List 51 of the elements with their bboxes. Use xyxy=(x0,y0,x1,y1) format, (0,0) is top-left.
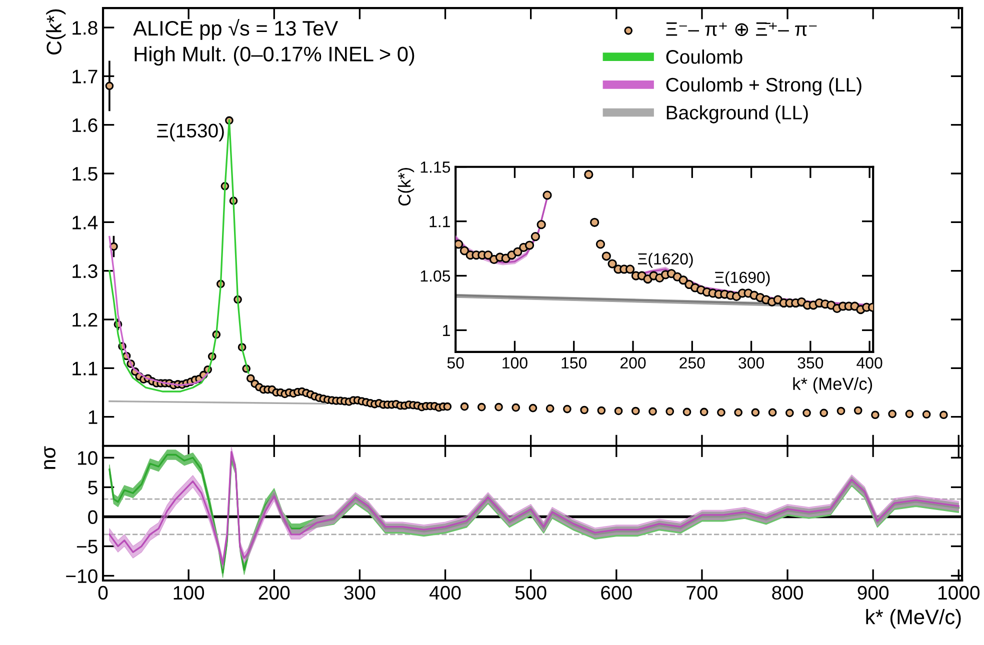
x-tick-label: 350 xyxy=(798,357,824,369)
x-tick-label: 400 xyxy=(856,357,882,369)
y-tick-label: 1.7 xyxy=(72,70,98,84)
y-tick-label: 1.2 xyxy=(72,312,98,327)
x-tick-label: 100 xyxy=(502,357,528,369)
x-tick-label: 1000 xyxy=(938,586,980,600)
x-tick-label: 600 xyxy=(601,586,632,600)
y-tick-label: 1.1 xyxy=(72,362,98,376)
y-tick-label: 1.1 xyxy=(430,216,450,228)
y-tick-label: 1.3 xyxy=(72,264,98,278)
y-tick-label: 1 xyxy=(443,324,450,336)
y-tick-label: 1.05 xyxy=(420,270,450,282)
legend-label: Background (LL) xyxy=(666,105,808,124)
y-tick-label: 5 xyxy=(88,480,98,494)
x-tick-label: 300 xyxy=(344,586,376,600)
annotation: ALICE pp √s = 13 TeV xyxy=(133,19,338,40)
y-tick-label: 1.6 xyxy=(72,118,98,132)
y-tick-label: −5 xyxy=(76,540,98,554)
x-tick-label: 400 xyxy=(429,586,461,600)
x-axis-title: k* (MeV/c) xyxy=(866,609,961,628)
y-tick-label: 0 xyxy=(88,510,98,524)
y-tick-label: −10 xyxy=(66,569,98,584)
x-tick-label: 800 xyxy=(772,586,803,600)
x-tick-label: 150 xyxy=(562,357,587,369)
y-axis-title: C(k*) xyxy=(398,168,414,206)
annotation: Ξ(1690) xyxy=(714,271,770,286)
annotation: Ξ(1530) xyxy=(157,123,224,142)
x-tick-label: 200 xyxy=(258,586,290,600)
legend-label: Ξ⁻– π⁺ ⊕ Ξ̄⁺– π⁻ xyxy=(666,22,817,36)
y-axis-title: nσ xyxy=(44,446,56,469)
x-tick-label: 500 xyxy=(515,586,546,600)
y-tick-label: 1.4 xyxy=(72,216,98,230)
annotation: Ξ(1620) xyxy=(638,252,693,268)
y-tick-label: 1 xyxy=(88,410,98,424)
x-tick-label: 100 xyxy=(174,586,204,600)
legend-label: Coulomb + Strong (LL) xyxy=(666,77,862,96)
y-tick-label: 1.15 xyxy=(420,162,450,173)
y-axis-title: C(k*) xyxy=(46,9,66,54)
x-tick-label: 700 xyxy=(686,586,718,600)
x-tick-label: 300 xyxy=(738,357,764,369)
x-tick-label: 50 xyxy=(447,357,464,369)
legend-label: Coulomb xyxy=(666,50,742,64)
y-tick-label: 10 xyxy=(78,451,98,465)
annotation: High Mult. (0–0.17% INEL > 0) xyxy=(134,46,414,66)
x-tick-label: 900 xyxy=(858,586,889,600)
y-tick-label: 1.8 xyxy=(72,20,98,35)
y-tick-label: 1.5 xyxy=(72,167,98,181)
x-axis-title: k* (MeV/c) xyxy=(793,377,872,394)
x-tick-label: 200 xyxy=(620,357,646,369)
x-tick-label: 250 xyxy=(680,357,705,369)
x-tick-label: 0 xyxy=(98,586,108,600)
